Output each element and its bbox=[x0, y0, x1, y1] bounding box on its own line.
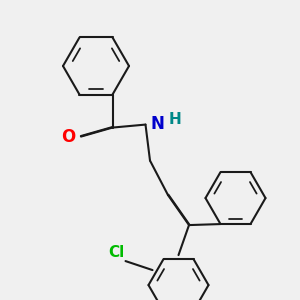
Text: Cl: Cl bbox=[108, 244, 124, 260]
Text: H: H bbox=[169, 112, 182, 127]
Text: N: N bbox=[151, 115, 165, 133]
Text: O: O bbox=[61, 128, 76, 146]
